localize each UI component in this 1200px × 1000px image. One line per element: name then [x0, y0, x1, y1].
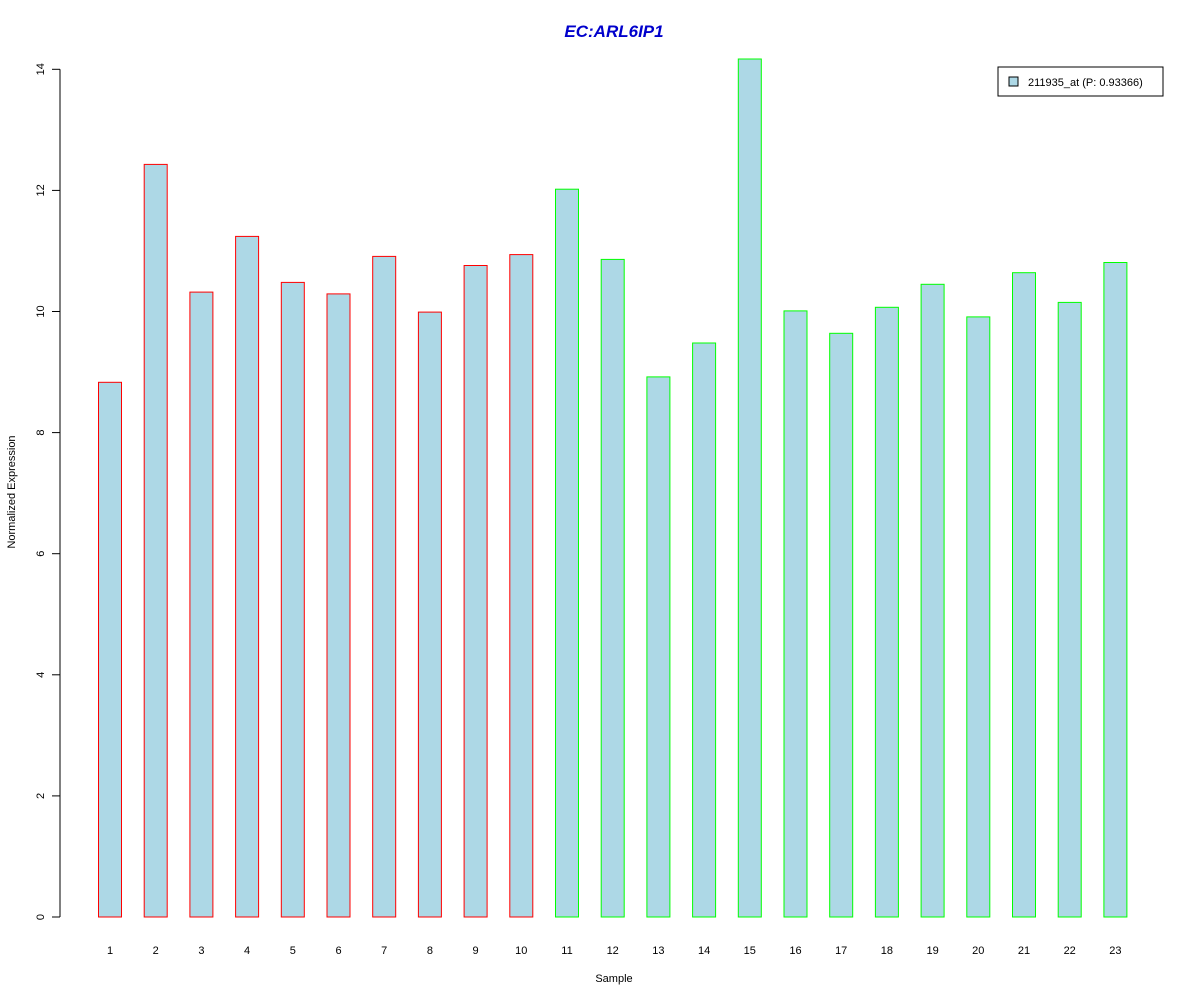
y-tick-label: 12 [35, 184, 47, 196]
y-tick-label: 8 [35, 430, 47, 436]
bar-sample-20 [966, 316, 991, 918]
bar-sample-22 [1057, 301, 1082, 918]
x-tick-label: 20 [972, 945, 984, 957]
y-tick-label: 4 [35, 672, 47, 678]
y-axis: 0 2 4 6 8 10 12 14 [35, 63, 61, 920]
x-tick-label: 8 [427, 945, 433, 957]
x-tick-label: 23 [1109, 945, 1121, 957]
bar-sample-4 [235, 235, 260, 918]
bar-sample-1 [98, 381, 122, 918]
bar-sample-19 [920, 283, 945, 918]
bar-sample-9 [463, 265, 488, 918]
legend-swatch [1008, 76, 1019, 87]
x-tick-label: 3 [198, 945, 204, 957]
bar-sample-23 [1103, 262, 1128, 918]
x-tick-label: 2 [153, 945, 159, 957]
bar-sample-15 [737, 58, 762, 918]
bar-sample-2 [143, 163, 168, 918]
y-tick-label: 10 [35, 305, 47, 317]
bar-sample-11 [555, 188, 579, 918]
x-tick-label: 9 [473, 945, 479, 957]
y-axis-label: Normalized Expression [6, 435, 18, 548]
x-tick-label: 16 [789, 945, 801, 957]
x-tick-label: 17 [835, 945, 847, 957]
x-tick-label: 15 [744, 945, 756, 957]
x-tick-label: 4 [244, 945, 250, 957]
x-axis-label: Sample [595, 973, 632, 985]
x-tick-label: 11 [561, 945, 572, 957]
y-tick-label: 14 [35, 63, 47, 75]
x-tick-labels: 1 2 3 4 5 6 7 8 9 10 11 12 13 14 15 16 17 18 19 20 21 22 23 [107, 945, 1122, 957]
bar-sample-12 [600, 258, 625, 918]
bar-sample-6 [326, 293, 351, 918]
x-tick-label: 13 [652, 945, 664, 957]
bar-sample-8 [417, 311, 442, 918]
bar-sample-10 [509, 254, 534, 918]
chart-title: EC:ARL6IP1 [564, 22, 663, 41]
bar-sample-14 [692, 342, 717, 918]
x-tick-label: 12 [607, 945, 619, 957]
x-tick-label: 14 [698, 945, 710, 957]
bar-sample-16 [783, 310, 808, 918]
y-tick-label: 6 [35, 551, 47, 557]
x-tick-label: 1 [107, 945, 113, 957]
bar-sample-21 [1012, 272, 1036, 918]
y-tick-label: 0 [35, 914, 47, 920]
x-tick-label: 18 [881, 945, 893, 957]
x-tick-label: 19 [926, 945, 938, 957]
bar-sample-3 [189, 291, 214, 918]
bar-sample-18 [874, 306, 899, 918]
legend-label: 211935_at (P: 0.93366) [1028, 77, 1143, 89]
x-tick-label: 21 [1018, 945, 1030, 957]
x-tick-label: 7 [381, 945, 387, 957]
bar-sample-7 [372, 255, 397, 918]
x-tick-label: 6 [335, 945, 341, 957]
bar-sample-5 [280, 281, 305, 918]
bar-sample-13 [646, 376, 671, 918]
bar-sample-17 [829, 332, 854, 918]
x-tick-label: 22 [1064, 945, 1076, 957]
legend: 211935_at (P: 0.93366) [997, 66, 1164, 97]
y-tick-label: 2 [35, 793, 47, 799]
legend-box [997, 66, 1164, 97]
x-tick-label: 10 [515, 945, 527, 957]
x-tick-label: 5 [290, 945, 296, 957]
bars [98, 58, 1128, 918]
